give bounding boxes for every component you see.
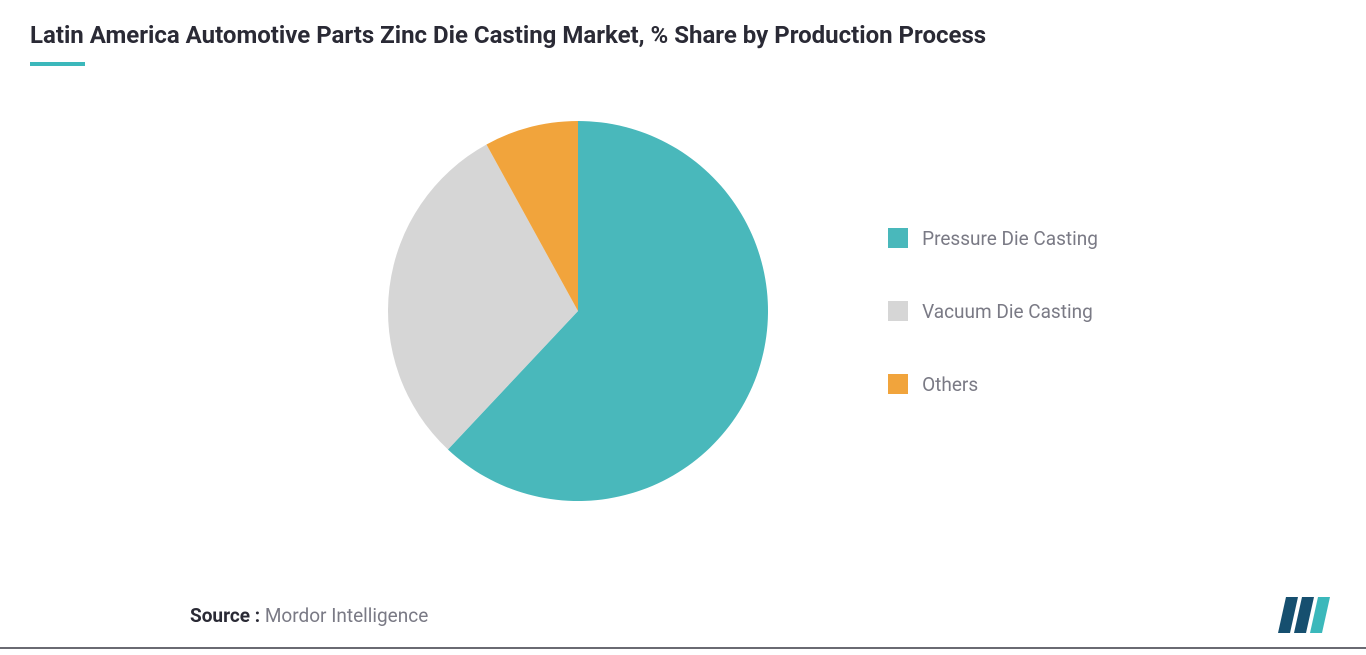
legend-item-2: Others [888,373,1098,396]
source-label: Source : [190,604,260,627]
legend-item-1: Vacuum Die Casting [888,300,1098,323]
legend-item-0: Pressure Die Casting [888,227,1098,250]
title-accent-underline [30,62,85,66]
chart-area: Pressure Die Casting Vacuum Die Casting Ot… [30,81,1336,541]
legend-label-0: Pressure Die Casting [922,227,1098,250]
legend: Pressure Die Casting Vacuum Die Casting Ot… [888,227,1098,396]
logo-bar-2 [1310,597,1330,633]
legend-swatch-0 [888,228,908,248]
source-value: Mordor Intelligence [265,604,428,627]
legend-swatch-2 [888,374,908,394]
legend-label-1: Vacuum Die Casting [922,300,1093,323]
chart-title: Latin America Automotive Parts Zinc Die … [30,20,1336,51]
source-footer: Source : Mordor Intelligence [190,604,428,627]
footer-divider [0,647,1366,649]
logo-bar-1 [1294,597,1314,633]
pie-chart [388,121,768,501]
logo-bar-0 [1278,597,1298,633]
mordor-logo-icon [1278,595,1338,635]
legend-label-2: Others [922,373,978,396]
legend-swatch-1 [888,301,908,321]
chart-container: Latin America Automotive Parts Zinc Die … [0,0,1366,655]
pie-svg [388,121,768,501]
